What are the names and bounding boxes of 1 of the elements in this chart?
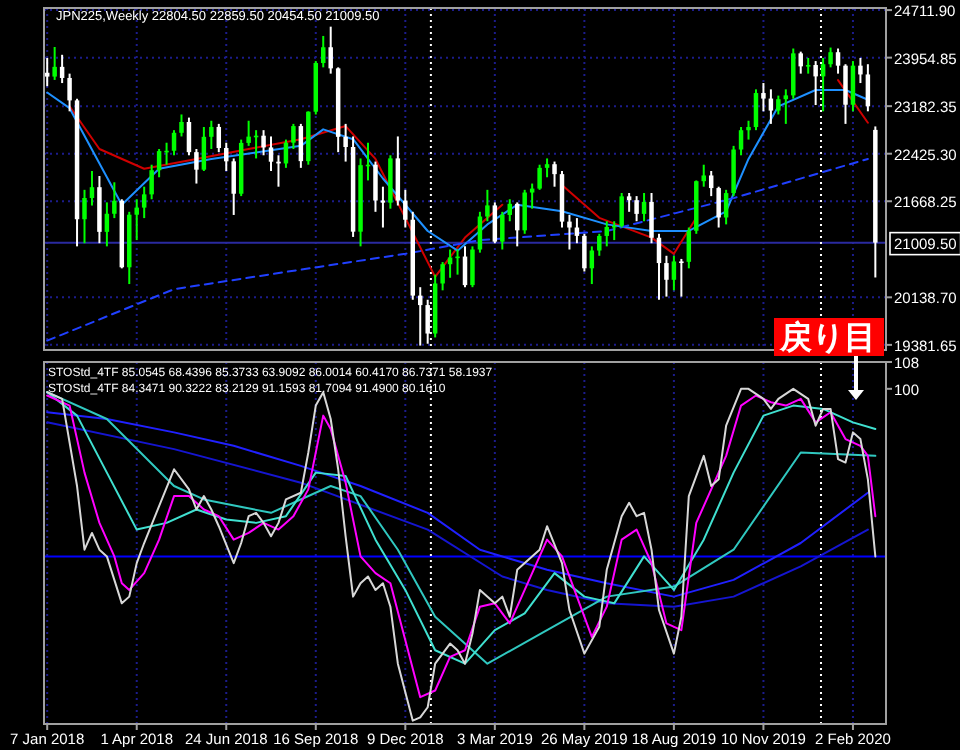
annotation: 戻り目 xyxy=(778,320,876,356)
